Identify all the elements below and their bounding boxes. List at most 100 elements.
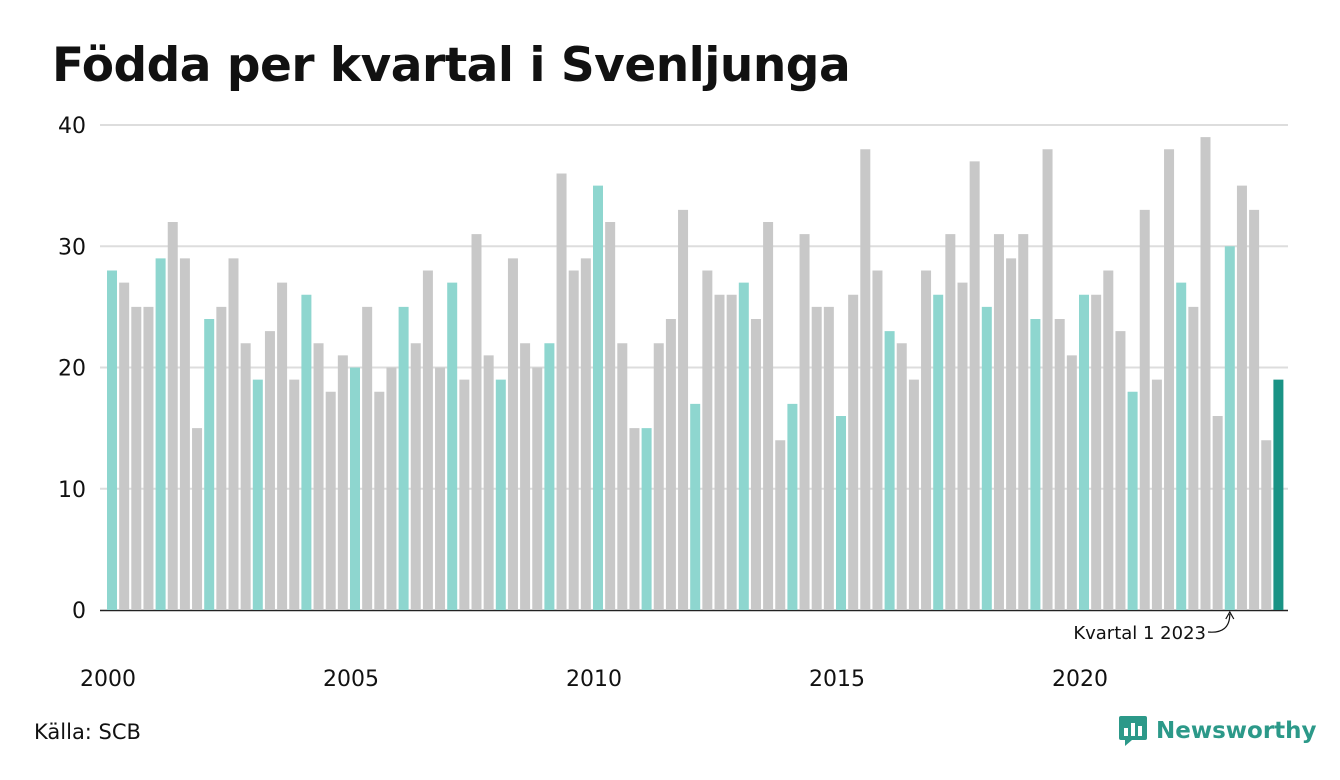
bar [337,355,348,610]
bar [945,234,956,610]
bar [726,294,737,610]
bar [398,306,409,610]
bar [738,282,749,610]
bar [1139,209,1150,610]
bar [362,306,373,610]
bar [1054,319,1065,610]
bar [605,222,616,610]
bar [1224,246,1235,610]
bar [1151,379,1162,610]
bar [750,319,761,610]
bar [422,270,433,610]
bar [119,282,130,610]
bar [763,222,774,610]
bar [787,403,798,610]
x-tick-label: 2015 [809,667,865,692]
bar [1249,209,1260,610]
bar [1273,379,1284,610]
bar [1079,294,1089,610]
bar [289,379,300,610]
bar [981,306,992,610]
x-axis-labels: 2000 2005 2010 2015 2020 [80,667,1108,692]
bar [277,282,288,610]
y-tick-label: 10 [58,478,86,503]
bar [325,391,336,610]
bar [811,306,822,610]
bar [252,379,263,610]
brand-name: Newsworthy [1156,718,1317,744]
x-tick-label: 2005 [323,667,379,692]
bar [192,428,203,610]
bar [1212,416,1223,610]
bar [143,306,154,610]
newsworthy-logo: Newsworthy [1118,714,1317,748]
bar [435,367,446,610]
bar [665,319,676,610]
annotation-arrowhead [1225,610,1235,620]
bar [969,161,980,610]
bar [799,234,810,610]
y-tick-label: 20 [58,357,86,382]
y-tick-label: 0 [72,599,86,624]
bar [1164,149,1175,610]
bar [860,149,871,610]
bar [1236,185,1247,610]
bar [471,234,482,610]
bar [617,343,628,610]
x-tick-label: 2010 [566,667,622,692]
bar [580,258,591,610]
bar [641,428,652,610]
bar [131,306,142,610]
bar [507,258,518,610]
annotation-arrow [1207,613,1231,633]
bar [495,379,506,610]
bar [204,319,215,610]
bar [836,416,846,610]
bar [1042,149,1053,610]
bar [714,294,725,610]
bar [167,222,178,610]
chart-bubble-icon [1119,716,1147,746]
bar [593,185,603,610]
bar [410,343,421,610]
bar [921,270,932,610]
bar [1261,440,1272,610]
bar [301,294,312,610]
bar [1091,294,1102,610]
bar [155,258,166,610]
bar [1030,319,1041,610]
source-label: Källa: SCB [34,720,141,744]
bar [556,173,567,610]
bar [447,282,458,610]
bar [1200,137,1211,610]
bar [1006,258,1017,610]
bars [107,137,1284,610]
bar [884,331,895,610]
bar [908,379,919,610]
bar [1018,234,1029,610]
bar [350,367,360,610]
bar [872,270,883,610]
bar [993,234,1004,610]
bar [568,270,579,610]
bar [848,294,859,610]
bar [313,343,324,610]
bar [544,343,555,610]
y-tick-label: 40 [58,114,86,139]
bar [483,355,494,610]
x-tick-label: 2020 [1052,667,1108,692]
bar [957,282,968,610]
bar [896,343,907,610]
bar [690,403,701,610]
bar [1188,306,1199,610]
bar [264,331,275,610]
bar [1066,355,1077,610]
annotation-label: Kvartal 1 2023 [1073,623,1206,644]
bar [933,294,944,610]
bar [1176,282,1187,610]
bar [678,209,689,610]
bar [216,306,227,610]
bar [374,391,385,610]
bar [520,343,531,610]
